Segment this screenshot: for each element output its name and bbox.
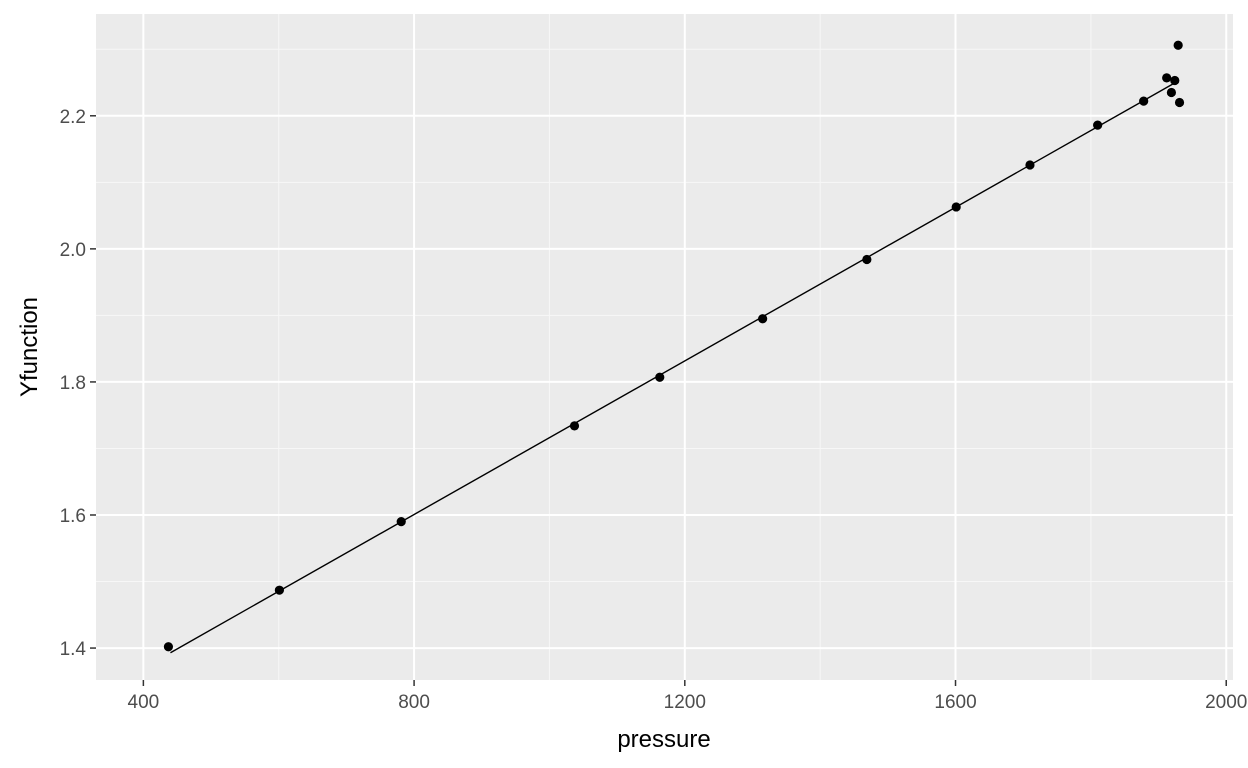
fit-line bbox=[170, 81, 1176, 654]
x-tick-label: 2000 bbox=[1205, 692, 1247, 713]
y-tick-label: 1.8 bbox=[60, 373, 86, 394]
y-tick-label: 2.0 bbox=[60, 240, 86, 261]
data-point bbox=[1170, 75, 1180, 86]
data-point bbox=[569, 421, 580, 431]
data-point bbox=[862, 254, 872, 265]
y-axis: 1.4 1.6 1.8 2.0 2.2 bbox=[60, 107, 96, 660]
data-point bbox=[1093, 120, 1103, 130]
y-tick-label: 1.4 bbox=[60, 639, 87, 660]
y-tick-label: 2.2 bbox=[60, 107, 86, 128]
data-point bbox=[163, 642, 174, 652]
data-point bbox=[1139, 96, 1149, 106]
data-point bbox=[1025, 160, 1035, 170]
data-point bbox=[758, 314, 768, 324]
data-point bbox=[1166, 87, 1177, 98]
x-tick-label: 800 bbox=[398, 692, 430, 713]
plot-panel bbox=[96, 14, 1233, 680]
data-points bbox=[163, 40, 1185, 652]
data-point bbox=[396, 517, 406, 527]
y-tick-label: 1.6 bbox=[60, 506, 86, 527]
data-point bbox=[1162, 73, 1172, 83]
data-point bbox=[655, 372, 665, 382]
data-point bbox=[1174, 97, 1185, 108]
x-axis: 400 800 1200 1600 2000 bbox=[128, 680, 1247, 713]
y-axis-title: Yfunction bbox=[16, 297, 43, 397]
data-point bbox=[1173, 40, 1183, 50]
data-point bbox=[951, 202, 961, 212]
x-tick-label: 1600 bbox=[934, 692, 976, 713]
x-tick-label: 1200 bbox=[664, 692, 706, 713]
data-point bbox=[274, 585, 285, 595]
grid bbox=[96, 14, 1233, 680]
x-axis-title: pressure bbox=[617, 726, 710, 753]
x-tick-label: 400 bbox=[128, 692, 160, 713]
